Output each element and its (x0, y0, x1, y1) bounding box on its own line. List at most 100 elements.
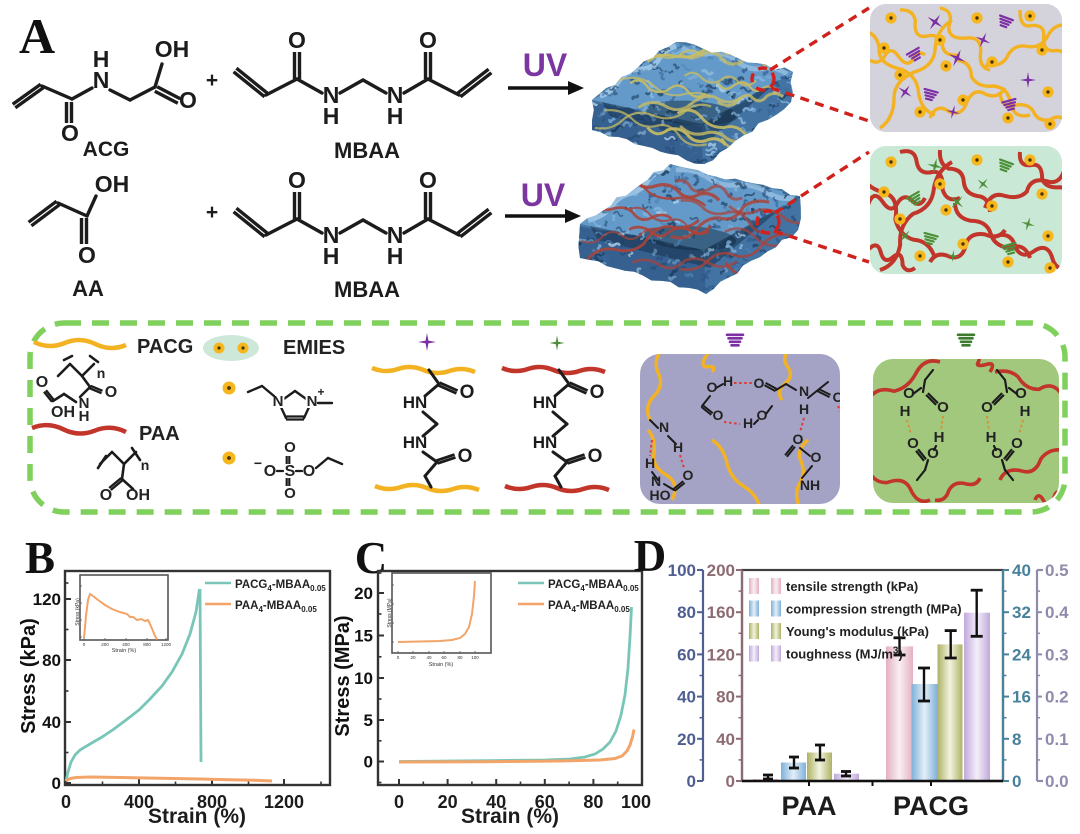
svg-text:O: O (713, 407, 724, 423)
svg-text:24: 24 (1012, 645, 1031, 664)
svg-text:Strain (%): Strain (%) (148, 805, 246, 828)
svg-text:H: H (723, 373, 733, 389)
svg-text:80: 80 (677, 603, 696, 622)
svg-text:EMIES: EMIES (283, 337, 345, 359)
svg-text:B: B (25, 533, 55, 583)
svg-text:N: N (79, 395, 90, 412)
svg-text:O: O (590, 382, 605, 403)
svg-text:40: 40 (1012, 561, 1031, 580)
svg-text:20: 20 (410, 655, 416, 660)
svg-text:120: 120 (707, 645, 735, 664)
svg-text:O: O (754, 375, 765, 391)
svg-text:100: 100 (668, 561, 696, 580)
svg-text:400: 400 (122, 642, 130, 647)
svg-text:UV: UV (523, 47, 568, 83)
svg-text:PAA4-MBAA0.05: PAA4-MBAA0.05 (235, 600, 317, 614)
svg-text:N: N (93, 67, 110, 93)
svg-text:60: 60 (535, 792, 555, 812)
svg-text:0: 0 (397, 655, 400, 660)
svg-text:O: O (179, 87, 197, 113)
svg-text:H: H (841, 417, 851, 433)
svg-text:5: 5 (364, 711, 373, 730)
svg-text:n: n (97, 365, 106, 381)
svg-text:OH: OH (95, 171, 130, 197)
svg-text:H: H (934, 429, 945, 446)
svg-text:H: H (743, 415, 753, 431)
svg-text:H: H (93, 46, 110, 72)
svg-text:20: 20 (354, 584, 373, 603)
svg-text:80: 80 (42, 651, 61, 670)
svg-text:O: O (937, 399, 949, 416)
svg-text:O: O (1011, 435, 1023, 452)
svg-text:H: H (323, 103, 340, 129)
svg-text:800: 800 (197, 792, 227, 812)
svg-text:OH: OH (155, 36, 190, 62)
svg-text:O: O (683, 467, 694, 483)
svg-text:O: O (991, 445, 1003, 462)
svg-text:1200: 1200 (161, 642, 172, 647)
svg-text:O: O (927, 445, 939, 462)
svg-text:160: 160 (707, 603, 735, 622)
svg-text:PAA4-MBAA0.05: PAA4-MBAA0.05 (548, 600, 630, 614)
svg-text:O: O (36, 374, 48, 391)
svg-text:80: 80 (716, 688, 735, 707)
svg-text:O: O (907, 435, 919, 452)
svg-text:+: + (206, 69, 218, 92)
svg-text:n: n (141, 457, 150, 473)
svg-text:8: 8 (1012, 730, 1021, 749)
svg-text:0.5: 0.5 (1045, 561, 1069, 580)
svg-text:O: O (284, 485, 296, 502)
svg-text:O: O (78, 242, 96, 268)
svg-text:OH: OH (51, 404, 75, 421)
svg-text:20: 20 (438, 792, 458, 812)
svg-text:−: − (254, 455, 262, 471)
svg-text:N: N (799, 383, 809, 399)
svg-text:400: 400 (124, 792, 154, 812)
svg-text:Strain (%): Strain (%) (461, 805, 559, 828)
svg-text:O: O (303, 463, 315, 480)
svg-text:D: D (634, 531, 667, 581)
svg-text:PACG4-MBAA0.05: PACG4-MBAA0.05 (548, 579, 639, 593)
svg-text:Stress (kPa): Stress (kPa) (18, 618, 40, 734)
svg-text:N: N (387, 82, 404, 108)
svg-text:+: + (206, 201, 218, 224)
svg-text:0: 0 (364, 753, 373, 772)
svg-text:0: 0 (83, 642, 86, 647)
svg-text:H: H (645, 455, 655, 471)
svg-text:80: 80 (457, 655, 463, 660)
svg-text:0.4: 0.4 (1045, 603, 1069, 622)
svg-text:O: O (588, 446, 603, 467)
svg-text:O: O (707, 379, 718, 395)
svg-text:tensile strength (kPa): tensile strength (kPa) (786, 579, 918, 594)
svg-text:toughness (MJ/m3): toughness (MJ/m3) (786, 646, 903, 662)
svg-text:H: H (387, 243, 404, 269)
svg-text:200: 200 (707, 561, 735, 580)
svg-text:+: + (317, 385, 324, 399)
svg-text:O: O (793, 431, 804, 447)
svg-text:O: O (284, 439, 296, 456)
svg-text:0.2: 0.2 (1045, 688, 1069, 707)
svg-text:O: O (105, 384, 117, 401)
svg-text:O: O (61, 120, 79, 146)
svg-text:16: 16 (1012, 688, 1031, 707)
svg-text:O: O (1015, 385, 1027, 402)
svg-text:PACG4-MBAA0.05: PACG4-MBAA0.05 (235, 579, 326, 593)
svg-text:0: 0 (1012, 772, 1021, 791)
svg-text:Stress (MPa): Stress (MPa) (332, 615, 354, 736)
svg-text:H: H (673, 439, 683, 455)
svg-text:O: O (903, 385, 915, 402)
svg-text:200: 200 (101, 642, 109, 647)
svg-text:20: 20 (677, 730, 696, 749)
svg-text:800: 800 (143, 642, 151, 647)
svg-text:O: O (264, 463, 276, 480)
svg-text:60: 60 (677, 645, 696, 664)
svg-text:AA: AA (72, 276, 104, 301)
svg-text:H: H (900, 403, 911, 420)
svg-text:O: O (288, 27, 306, 53)
svg-text:H: H (986, 429, 997, 446)
svg-text:1200: 1200 (264, 792, 304, 812)
svg-text:0: 0 (687, 772, 696, 791)
svg-text:40: 40 (716, 730, 735, 749)
svg-text:0.3: 0.3 (1045, 645, 1069, 664)
svg-text:UV: UV (521, 177, 566, 213)
